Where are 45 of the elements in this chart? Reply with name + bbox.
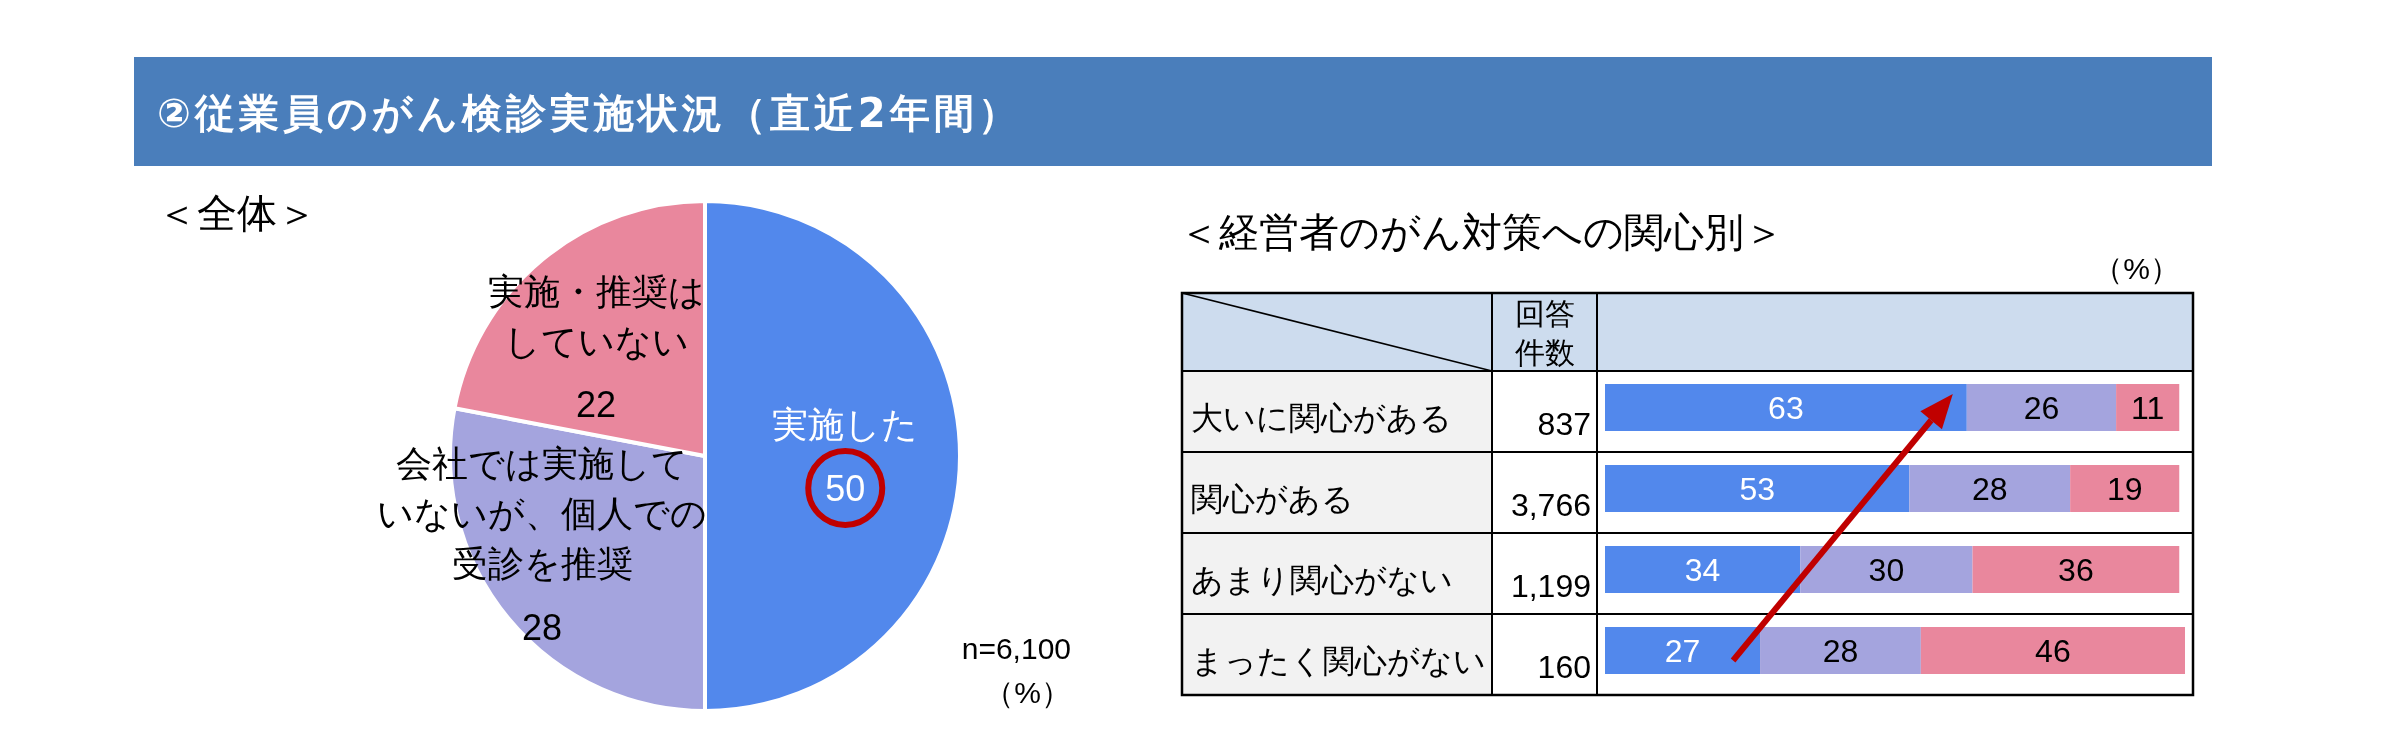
bar [1800,546,1973,593]
data-label: 28 [521,606,563,648]
slice-label: 実施した [772,403,919,445]
bar [1605,627,1761,674]
text: 3,766 [1510,486,1591,523]
bar [1920,627,2185,674]
data-label: 34 [1684,551,1721,588]
data-label: 50 [825,467,866,509]
slice-label: 実施・推奨はしていない [487,270,705,362]
data-label: 30 [1868,551,1905,588]
bar [1966,384,2117,431]
bar [2116,384,2180,431]
text: 160 [1537,648,1591,685]
data-label: 63 [1768,389,1804,426]
y-tick-label: あまり関心がない [1191,560,1453,599]
bar [2070,465,2180,512]
text: 回答件数 [1514,295,1575,369]
text: 837 [1537,405,1591,442]
data-label: 28 [1822,632,1859,669]
y-tick-label: 大いに関心がある [1191,398,1452,437]
chart-title: ＜経営者のがん対策への関心別＞ [1179,209,1784,255]
data-label: 26 [2023,389,2060,426]
text: n=6,100 [961,631,1071,665]
y-tick-label: 関心がある [1191,479,1354,518]
bar [1909,465,2071,512]
bar [1605,465,1910,512]
text: （%） [2093,251,2180,285]
data-label: 27 [1664,632,1701,669]
text: 1,199 [1510,567,1591,604]
data-label: 22 [575,384,617,426]
chart-title: ②従業員のがん検診実施状況（直近2年間） [157,90,1022,136]
data-label: 19 [2106,470,2143,507]
slice-label: 会社では実施していないが、個人での受診を推奨 [377,442,707,584]
data-label: 28 [1971,470,2008,507]
bar [1760,627,1921,674]
chart-subtitle: ＜全体＞ [157,190,317,236]
bar [1605,384,1967,431]
y-tick-label: まったく関心がない [1191,641,1486,680]
data-label: 53 [1739,470,1775,507]
bar [1972,546,2180,593]
text: （%） [984,675,1071,709]
data-label: 11 [2131,389,2165,426]
bar [1605,546,1801,593]
data-label: 36 [2058,551,2094,588]
data-label: 46 [2035,632,2071,669]
